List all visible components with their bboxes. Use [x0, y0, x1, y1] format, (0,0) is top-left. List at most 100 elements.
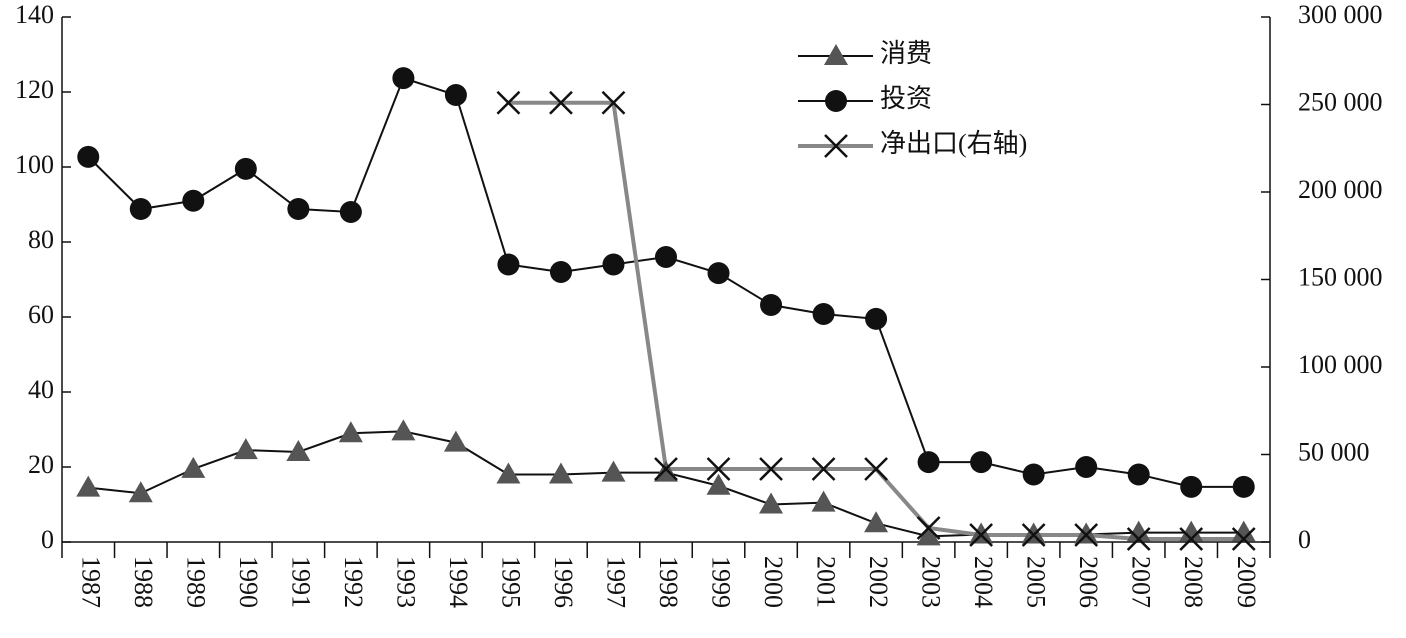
legend-label: 消费: [880, 39, 932, 68]
x-tick-label: 1988: [129, 556, 158, 608]
x-tick-label: 1991: [286, 556, 315, 608]
data-point: [497, 253, 520, 276]
data-point: [496, 462, 521, 484]
y-tick-label: 100: [15, 150, 54, 179]
x-tick-label: 1994: [444, 556, 473, 608]
data-point: [1127, 463, 1150, 486]
x-tick-label: 1996: [549, 556, 578, 608]
y2-tick-label: 150 000: [1298, 262, 1383, 291]
y-tick-label: 140: [15, 0, 54, 29]
x-tick-label: 1989: [181, 556, 210, 608]
data-point: [77, 145, 100, 168]
data-point: [864, 457, 888, 481]
legend-marker: [824, 134, 848, 158]
x-tick-label: 1999: [707, 556, 736, 608]
y2-tick-label: 50 000: [1298, 437, 1370, 466]
data-point: [760, 294, 783, 316]
legend-label: 净出口(右轴): [880, 129, 1027, 158]
data-point: [602, 253, 625, 276]
data-point: [759, 457, 783, 481]
y2-tick-label: 250 000: [1298, 87, 1383, 116]
x-tick-label: 2005: [1022, 556, 1051, 608]
data-point: [916, 516, 941, 540]
x-tick-label: 2006: [1074, 556, 1103, 608]
x-tick-label: 1997: [602, 556, 631, 608]
data-point: [1021, 522, 1046, 544]
data-point: [286, 440, 311, 461]
data-point: [1074, 523, 1099, 547]
data-point: [287, 198, 310, 220]
data-point: [1022, 463, 1045, 486]
data-point: [443, 430, 468, 452]
data-point: [392, 67, 415, 90]
data-point: [864, 511, 889, 533]
data-point: [601, 460, 626, 482]
series-line: [87, 76, 1244, 488]
data-point: [812, 303, 835, 325]
data-point: [1180, 475, 1203, 498]
data-point: [1074, 522, 1099, 544]
legend-label: 投资: [880, 84, 932, 113]
x-tick-label: 2002: [864, 556, 893, 608]
x-tick-label: 2008: [1179, 556, 1208, 608]
data-point: [339, 201, 362, 223]
data-point: [706, 457, 731, 481]
x-tick-label: 2003: [917, 556, 946, 608]
y-tick-label: 60: [28, 300, 54, 329]
data-point: [496, 90, 521, 115]
data-point: [970, 451, 993, 474]
data-point: [549, 90, 573, 115]
data-point: [865, 307, 888, 330]
legend-marker: [824, 44, 848, 65]
y2-tick-label: 0: [1298, 525, 1311, 554]
y-tick-label: 0: [41, 525, 54, 554]
series-line: [88, 430, 1244, 538]
data-point: [1021, 523, 1046, 547]
data-point: [233, 438, 258, 460]
data-point: [182, 189, 205, 212]
y2-tick-label: 300 000: [1298, 0, 1383, 29]
x-tick-label: 1990: [234, 556, 263, 608]
x-tick-label: 1987: [76, 556, 105, 608]
x-tick-label: 2007: [1127, 556, 1156, 608]
x-tick-label: 2000: [759, 556, 788, 608]
x-tick-label: 1993: [391, 556, 420, 608]
legend-marker: [825, 90, 847, 112]
data-point: [129, 198, 152, 220]
x-tick-label: 1992: [339, 556, 368, 608]
data-point: [391, 419, 416, 441]
data-point: [1232, 475, 1255, 498]
data-point: [969, 523, 994, 547]
data-point: [549, 261, 572, 283]
data-point: [76, 475, 101, 497]
data-point: [706, 473, 731, 495]
data-point: [1126, 520, 1151, 542]
data-point: [338, 421, 363, 443]
data-point: [601, 90, 626, 115]
data-point: [916, 524, 941, 546]
data-point: [1179, 520, 1204, 542]
x-tick-label: 2004: [969, 556, 998, 608]
data-point: [548, 462, 573, 484]
y2-tick-label: 200 000: [1298, 175, 1383, 204]
data-point: [1126, 527, 1151, 551]
x-tick-label: 1995: [496, 556, 525, 608]
data-point: [128, 481, 153, 503]
y-tick-label: 20: [28, 450, 54, 479]
y-tick-label: 40: [28, 375, 54, 404]
data-point: [654, 457, 678, 481]
y2-tick-label: 100 000: [1298, 350, 1383, 379]
x-tick-label: 2009: [1232, 556, 1261, 608]
data-point: [759, 492, 784, 514]
data-point: [444, 84, 467, 106]
data-point: [1075, 456, 1098, 478]
data-point: [811, 457, 836, 481]
y-tick-label: 120: [15, 75, 54, 104]
data-point: [1231, 527, 1256, 551]
x-tick-label: 2001: [812, 556, 841, 608]
data-point: [969, 522, 994, 544]
data-point: [234, 157, 257, 180]
data-point: [811, 490, 836, 512]
data-point: [1231, 520, 1256, 542]
